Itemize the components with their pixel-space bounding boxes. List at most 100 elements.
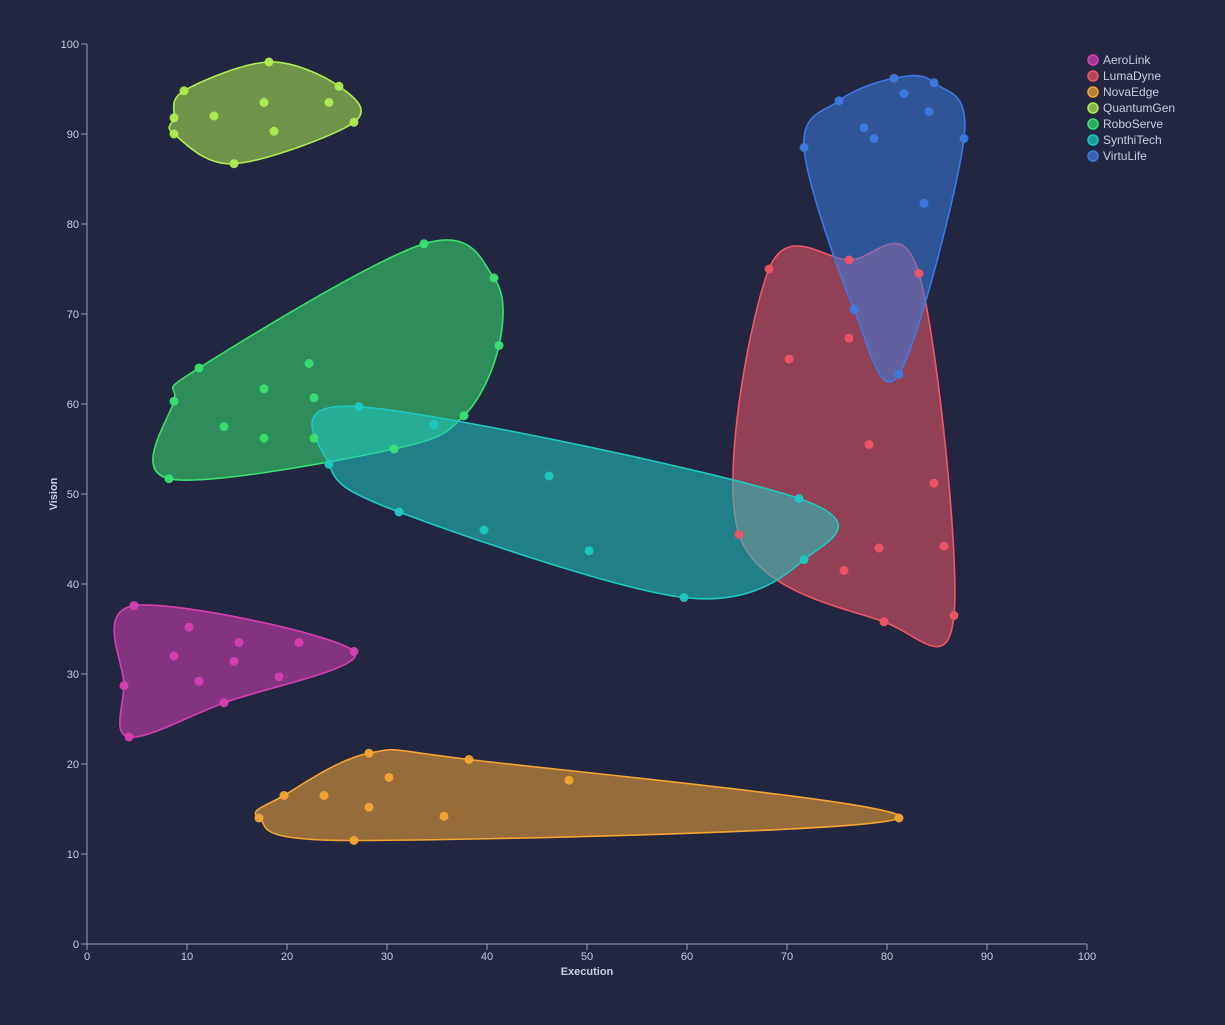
point-virtulife[interactable] (894, 369, 904, 379)
point-lumadyne[interactable] (949, 611, 959, 620)
point-virtulife[interactable] (849, 305, 859, 314)
point-roboserve[interactable] (259, 384, 269, 394)
point-lumadyne[interactable] (784, 354, 794, 364)
legend-item-synthitech[interactable]: SynthiTech (1087, 133, 1162, 147)
point-aerolink[interactable] (124, 732, 134, 742)
point-novaedge[interactable] (384, 773, 394, 782)
point-lumadyne[interactable] (764, 264, 774, 274)
legend-label: SynthiTech (1103, 133, 1162, 147)
x-ticks: 0 10 20 30 40 50 60 70 80 90 100 (84, 944, 1096, 963)
legend-label: VirtuLife (1103, 149, 1147, 163)
point-aerolink[interactable] (194, 676, 204, 686)
point-roboserve[interactable] (494, 341, 504, 350)
point-quantumgen[interactable] (169, 113, 179, 123)
point-novaedge[interactable] (564, 775, 574, 785)
point-virtulife[interactable] (924, 107, 934, 116)
point-aerolink[interactable] (119, 681, 129, 691)
point-aerolink[interactable] (184, 622, 194, 632)
point-quantumgen[interactable] (209, 111, 219, 121)
point-novaedge[interactable] (364, 802, 374, 812)
point-quantumgen[interactable] (229, 159, 239, 169)
point-virtulife[interactable] (799, 143, 809, 152)
point-aerolink[interactable] (349, 647, 359, 656)
point-novaedge[interactable] (349, 836, 359, 845)
point-lumadyne[interactable] (874, 543, 884, 553)
legend-item-lumadyne[interactable]: LumaDyne (1087, 69, 1161, 83)
point-novaedge[interactable] (439, 811, 449, 821)
point-novaedge[interactable] (279, 791, 289, 800)
point-aerolink[interactable] (129, 601, 139, 611)
point-synthitech[interactable] (354, 402, 364, 412)
point-roboserve[interactable] (389, 444, 399, 454)
point-synthitech[interactable] (584, 546, 594, 556)
point-lumadyne[interactable] (929, 478, 939, 488)
legend-item-aerolink[interactable]: AeroLink (1087, 53, 1151, 67)
point-aerolink[interactable] (219, 698, 229, 708)
point-roboserve[interactable] (259, 433, 269, 443)
legend-item-novaedge[interactable]: NovaEdge (1087, 85, 1159, 99)
point-novaedge[interactable] (254, 813, 264, 823)
y-tick-label: 30 (67, 669, 79, 681)
point-quantumgen[interactable] (264, 57, 274, 67)
point-lumadyne[interactable] (844, 255, 854, 265)
point-lumadyne[interactable] (914, 269, 924, 278)
y-tick-label: 50 (67, 489, 79, 501)
point-roboserve[interactable] (309, 433, 319, 443)
point-synthitech[interactable] (544, 471, 554, 481)
point-aerolink[interactable] (229, 656, 239, 666)
point-virtulife[interactable] (919, 198, 929, 208)
point-roboserve[interactable] (459, 411, 469, 421)
point-quantumgen[interactable] (259, 98, 269, 107)
point-aerolink[interactable] (274, 672, 284, 682)
point-synthitech[interactable] (429, 420, 439, 430)
point-lumadyne[interactable] (844, 333, 854, 343)
point-synthitech[interactable] (794, 494, 804, 503)
point-quantumgen[interactable] (169, 129, 179, 139)
point-quantumgen[interactable] (349, 117, 359, 127)
point-quantumgen[interactable] (179, 86, 189, 96)
point-virtulife[interactable] (899, 89, 909, 98)
point-quantumgen[interactable] (269, 126, 279, 136)
data-points (119, 57, 969, 845)
point-aerolink[interactable] (169, 651, 179, 661)
point-virtulife[interactable] (929, 78, 939, 88)
y-tick-label: 20 (67, 759, 79, 771)
point-novaedge[interactable] (364, 748, 374, 758)
point-roboserve[interactable] (169, 396, 179, 406)
point-lumadyne[interactable] (864, 440, 874, 449)
legend-item-virtulife[interactable]: VirtuLife (1087, 149, 1147, 163)
legend-item-quantumgen[interactable]: QuantumGen (1087, 101, 1175, 115)
point-roboserve[interactable] (304, 359, 314, 368)
point-lumadyne[interactable] (839, 566, 849, 575)
point-roboserve[interactable] (164, 474, 174, 484)
legend-item-roboserve[interactable]: RoboServe (1087, 117, 1163, 131)
point-virtulife[interactable] (869, 134, 879, 143)
point-aerolink[interactable] (294, 638, 304, 647)
legend-swatch (1087, 102, 1099, 114)
point-virtulife[interactable] (889, 73, 899, 83)
legend-label: RoboServe (1103, 117, 1163, 131)
point-roboserve[interactable] (219, 422, 229, 431)
point-roboserve[interactable] (309, 393, 319, 403)
point-synthitech[interactable] (679, 593, 689, 602)
point-synthitech[interactable] (324, 459, 334, 469)
point-lumadyne[interactable] (939, 541, 949, 551)
point-virtulife[interactable] (959, 134, 969, 143)
point-synthitech[interactable] (479, 525, 489, 535)
hull-synthitech (311, 405, 840, 600)
point-synthitech[interactable] (394, 507, 404, 517)
point-novaedge[interactable] (464, 755, 474, 764)
point-roboserve[interactable] (489, 273, 499, 283)
point-lumadyne[interactable] (734, 530, 744, 539)
point-quantumgen[interactable] (324, 98, 334, 107)
point-lumadyne[interactable] (879, 617, 889, 627)
point-virtulife[interactable] (859, 123, 869, 133)
point-aerolink[interactable] (234, 638, 244, 647)
point-novaedge[interactable] (319, 791, 329, 800)
point-novaedge[interactable] (894, 813, 904, 823)
point-roboserve[interactable] (419, 239, 429, 249)
point-virtulife[interactable] (834, 96, 844, 106)
point-quantumgen[interactable] (334, 81, 344, 91)
point-roboserve[interactable] (194, 363, 204, 373)
point-synthitech[interactable] (799, 555, 809, 565)
